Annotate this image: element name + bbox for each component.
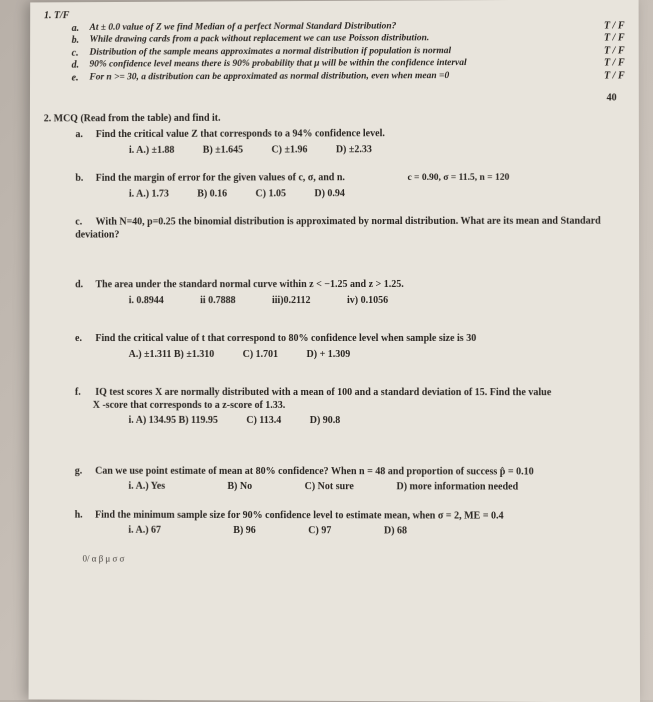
q2d-text: The area under the standard normal curve…: [95, 279, 403, 290]
q2f-opts: i. A) 134.95 B) 119.95 C) 113.4 D) 90.8: [129, 415, 626, 428]
q2d: d. The area under the standard normal cu…: [75, 279, 625, 307]
q2g-opt-d: D) more information needed: [396, 482, 518, 495]
q2b: b. Find the margin of error for the give…: [75, 171, 625, 201]
q2f: f. IQ test scores X are normally distrib…: [75, 387, 625, 428]
q2a-opt-a: i. A.) ±1.88: [129, 144, 174, 157]
q2c-text: With N=40, p=0.25 the binomial distribut…: [75, 216, 601, 240]
q2g-opt-a: i. A.) Yes: [128, 481, 165, 494]
q2e-opt-ab: A.) ±1.311 B) ±1.310: [129, 349, 215, 361]
q2a: a. Find the critical value Z that corres…: [75, 127, 624, 157]
q1d-label: d.: [72, 60, 90, 72]
q2d-opts: i. 0.8944 ii 0.7888 iii)0.2112 iv) 0.105…: [129, 295, 625, 308]
question-1: 1. T/F a. At ± 0.0 value of Z we find Me…: [44, 7, 625, 84]
q1c-label: c.: [72, 47, 90, 59]
q2h-opt-c: C) 97: [308, 526, 331, 539]
q2h-text: Find the minimum sample size for 90% con…: [95, 510, 504, 522]
q2g: g. Can we use point estimate of mean at …: [75, 466, 626, 495]
q2e-opt-c: C) 1.701: [243, 349, 278, 361]
q2d-opt-ii: ii 0.7888: [200, 295, 235, 307]
q2a-opts: i. A.) ±1.88 B) ±1.645 C) ±1.96 D) ±2.33: [129, 143, 625, 157]
q2h-opt-b: B) 96: [233, 525, 255, 538]
q1a-tf: T / F: [596, 20, 624, 33]
q1e-label: e.: [72, 72, 90, 84]
q2f-opt-d: D) 90.8: [310, 415, 341, 428]
q2g-opt-c: C) Not sure: [305, 481, 354, 494]
q1d-tf: T / F: [596, 57, 624, 70]
exam-page: 1. T/F a. At ± 0.0 value of Z we find Me…: [29, 0, 640, 702]
q2g-opts: i. A.) Yes B) No C) Not sure D) more inf…: [128, 481, 625, 495]
q1c-tf: T / F: [596, 45, 624, 58]
q2e-opt-d: D) + 1.309: [307, 349, 351, 362]
q2-header: 2. MCQ (Read from the table) and find it…: [44, 111, 625, 125]
q2c: c. With N=40, p=0.25 the binomial distri…: [75, 216, 625, 242]
q2h: h. Find the minimum sample size for 90% …: [75, 509, 626, 538]
q2g-label: g.: [75, 466, 93, 479]
q2g-text: Can we use point estimate of mean at 80%…: [95, 466, 534, 478]
q2e-label: e.: [75, 333, 93, 345]
q2b-text: Find the margin of error for the given v…: [96, 172, 345, 184]
q2b-opts: i. A.) 1.73 B) 0.16 C) 1.05 D) 0.94: [129, 187, 625, 201]
q1e: e. For n >= 30, a distribution can be ap…: [72, 70, 625, 85]
q2b-opt-a: i. A.) 1.73: [129, 188, 169, 201]
q2a-opt-d: D) ±2.33: [336, 144, 372, 157]
q1a-label: a.: [72, 22, 90, 34]
q2a-label: a.: [75, 129, 93, 141]
q2h-opt-a: i. A.) 67: [128, 525, 161, 538]
cutoff-symbols: 0/ α β μ σ σ: [83, 553, 626, 566]
q2c-label: c.: [75, 217, 93, 229]
q2b-opt-c: C) 1.05: [255, 188, 285, 201]
q2d-label: d.: [75, 280, 93, 292]
q1e-tf: T / F: [596, 70, 624, 83]
q2a-text: Find the critical value Z that correspon…: [96, 128, 385, 140]
q2f-text2: X -score that corresponds to a z-score o…: [93, 400, 626, 413]
q2a-opt-b: B) ±1.645: [203, 144, 243, 157]
q2a-opt-c: C) ±1.96: [271, 144, 307, 157]
q2e-opts: A.) ±1.311 B) ±1.310 C) 1.701 D) + 1.309: [129, 349, 626, 362]
q2h-opts: i. A.) 67 B) 96 C) 97 D) 68: [128, 525, 625, 539]
q2d-opt-iv: iv) 0.1056: [347, 295, 388, 308]
q2b-opt-d: D) 0.94: [314, 188, 345, 201]
q2b-label: b.: [75, 173, 93, 185]
points: 40: [44, 92, 617, 107]
q1b-tf: T / F: [596, 32, 624, 45]
q1e-text: For n >= 30, a distribution can be appro…: [89, 70, 596, 84]
q2b-opt-b: B) 0.16: [197, 188, 227, 201]
q2h-opt-d: D) 68: [384, 526, 407, 539]
q2h-label: h.: [75, 509, 93, 522]
q2g-opt-b: B) No: [227, 481, 252, 494]
q2f-text: IQ test scores X are normally distribute…: [95, 387, 551, 398]
q1b-label: b.: [72, 35, 90, 47]
q2d-opt-iii: iii)0.2112: [272, 295, 311, 308]
q2f-opt-ab: i. A) 134.95 B) 119.95: [129, 415, 218, 428]
q2f-label: f.: [75, 387, 93, 399]
q2f-opt-c: C) 113.4: [246, 415, 281, 428]
q2b-given: c = 0.90, σ = 11.5, n = 120: [407, 173, 509, 185]
q2e-text: Find the critical value of t that corres…: [95, 333, 476, 344]
q2d-opt-i: i. 0.8944: [129, 295, 164, 307]
q2e: e. Find the critical value of t that cor…: [75, 333, 625, 361]
